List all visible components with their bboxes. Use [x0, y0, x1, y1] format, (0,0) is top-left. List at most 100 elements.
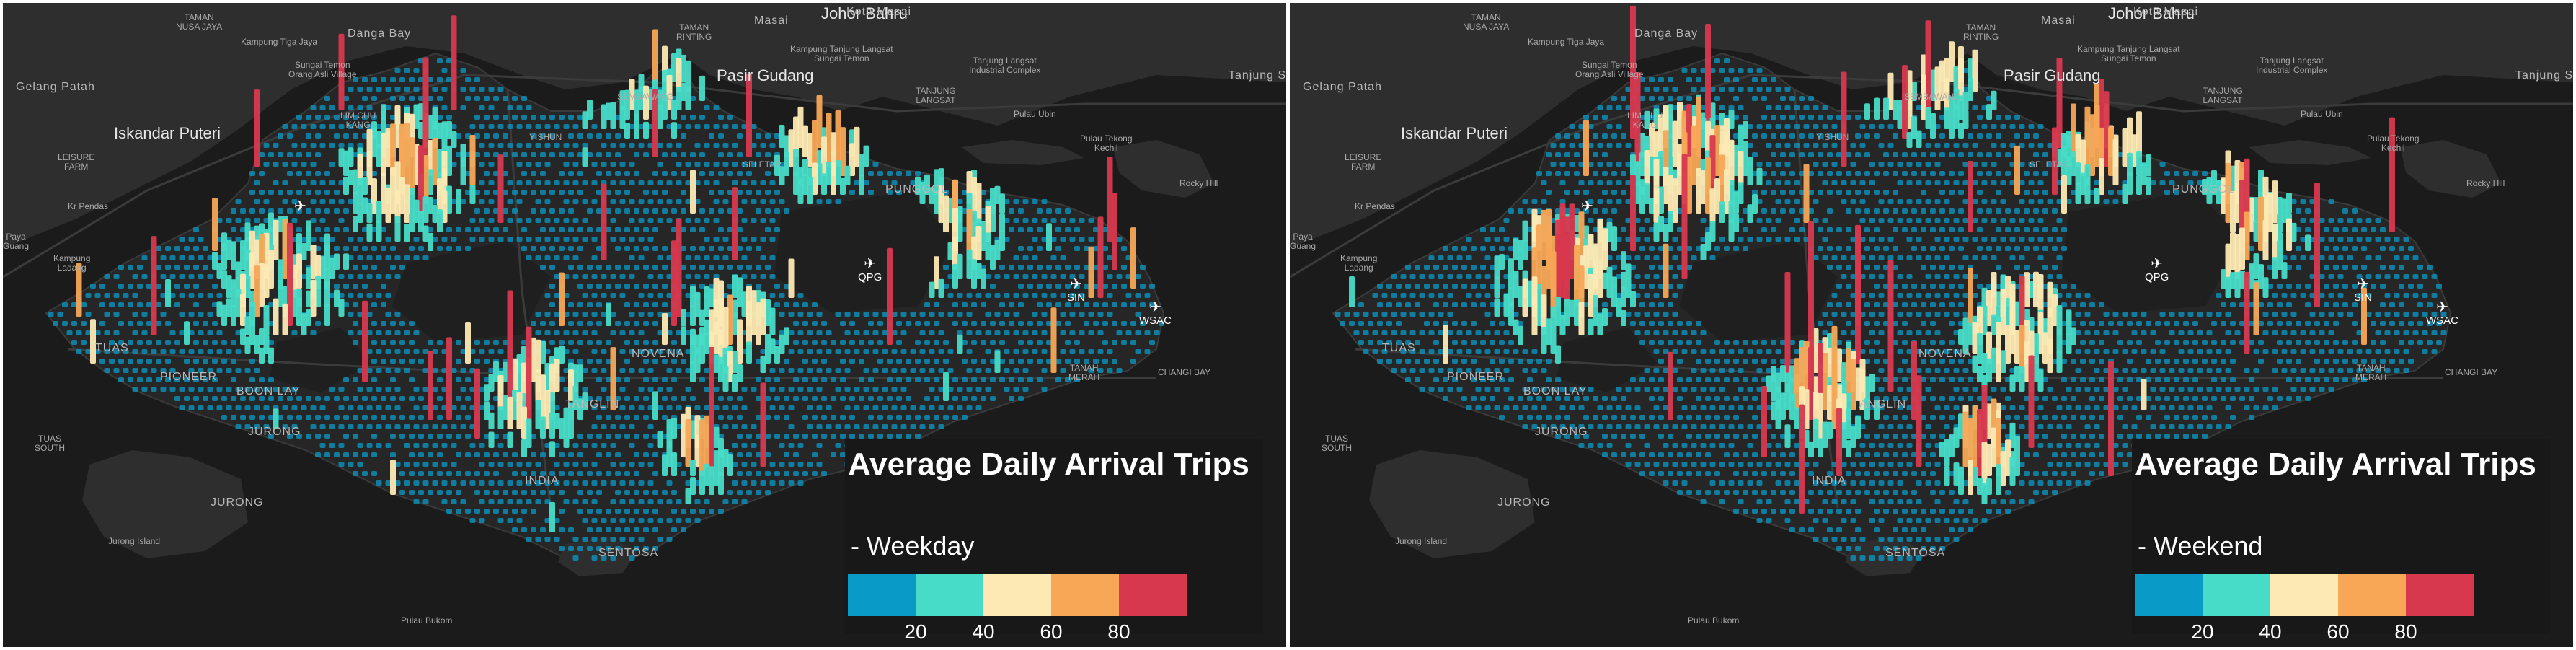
hex-column — [2052, 127, 2058, 195]
hex-column — [554, 537, 560, 542]
hex-column — [2319, 274, 2325, 279]
hex-column — [760, 382, 766, 467]
hex-column — [975, 225, 982, 260]
hex-column — [554, 143, 560, 148]
hex-column — [1625, 199, 1632, 204]
hex-column — [634, 171, 639, 176]
hex-column — [2178, 312, 2185, 317]
hex-column — [362, 96, 368, 101]
hex-column — [1859, 180, 1866, 185]
hex-column — [2333, 227, 2339, 232]
hex-column — [2047, 199, 2053, 204]
hex-column — [1836, 190, 1842, 195]
hex-column — [563, 143, 570, 148]
hex-column — [160, 274, 167, 279]
hex-column — [2033, 271, 2039, 307]
hex-column — [544, 237, 551, 242]
hex-column — [896, 171, 902, 176]
hex-column — [610, 537, 616, 542]
hex-column — [1041, 218, 1048, 223]
hex-column — [1846, 152, 1851, 157]
map-panel-weekend[interactable]: Johor Bahru Masai Kota Masai Danga Bay Pasir… — [1290, 3, 2573, 647]
hex-column — [1074, 227, 1080, 232]
hex-column — [479, 480, 485, 486]
hex-column — [765, 415, 771, 420]
hex-column — [1555, 133, 1561, 139]
hex-column — [1438, 312, 1444, 317]
hex-column — [446, 145, 452, 176]
hex-column — [624, 340, 630, 345]
hex-column — [343, 150, 349, 176]
hex-column — [615, 546, 621, 551]
hex-column — [1663, 349, 1669, 354]
hex-column — [722, 237, 729, 242]
hex-column — [694, 162, 701, 167]
hex-column — [1027, 265, 1033, 270]
hex-column — [113, 349, 120, 354]
hex-column — [1018, 377, 1024, 382]
hex-column — [1953, 274, 1960, 279]
hex-column — [212, 321, 218, 326]
hex-column — [249, 171, 255, 176]
hex-column — [1443, 302, 1448, 307]
hex-column — [324, 208, 330, 214]
hex-column — [1972, 274, 1978, 279]
hex-column — [1696, 246, 1701, 251]
hex-column — [437, 415, 443, 420]
hex-column — [216, 368, 223, 373]
hex-column — [535, 400, 541, 429]
hex-column — [924, 321, 930, 326]
hex-column — [366, 443, 373, 448]
hex-column — [2037, 237, 2044, 242]
hex-column — [1893, 265, 1898, 270]
hex-column — [1930, 246, 1936, 251]
hex-column — [934, 340, 939, 345]
hex-column — [488, 374, 495, 392]
hex-column — [1756, 237, 1763, 242]
hex-column — [999, 377, 1005, 382]
hex-column — [1041, 293, 1048, 298]
hex-column — [844, 330, 851, 335]
hex-column — [1668, 246, 1673, 251]
hex-column — [554, 237, 560, 242]
hex-column — [2136, 111, 2142, 157]
hex-column — [526, 162, 532, 167]
hex-column — [259, 152, 265, 157]
hex-column — [535, 124, 541, 129]
hex-column — [1944, 143, 1950, 148]
hex-column — [1349, 321, 1355, 326]
hex-column — [465, 171, 471, 176]
hex-column — [310, 162, 317, 167]
hex-column — [2052, 284, 2058, 289]
hex-column — [2024, 208, 2030, 214]
hex-column — [1602, 228, 1608, 270]
hex-column — [591, 124, 598, 129]
hex-column — [1471, 265, 1477, 270]
hex-column — [596, 434, 602, 439]
hex-column — [802, 471, 808, 476]
hex-column — [563, 124, 570, 129]
hex-column — [1878, 274, 1885, 279]
hex-column — [788, 349, 795, 354]
hex-column — [1784, 199, 1791, 204]
hex-column — [1050, 255, 1057, 260]
hex-column — [118, 321, 124, 326]
hex-column — [1827, 133, 1833, 139]
hex-column — [718, 434, 724, 439]
hex-column — [709, 171, 714, 176]
hex-column — [2094, 188, 2100, 204]
hex-column — [2047, 274, 2053, 279]
hex-column — [981, 359, 986, 364]
hex-column — [1634, 274, 1641, 279]
map-panel-weekday[interactable]: Johor Bahru Masai Kota Masai Danga Bay Pasir… — [3, 3, 1286, 647]
hex-column — [1977, 227, 1983, 232]
hex-column — [2258, 321, 2264, 326]
hex-column — [259, 347, 265, 364]
hex-column — [971, 340, 977, 345]
hex-column — [1893, 321, 1898, 326]
hex-column — [531, 452, 536, 457]
hex-column — [1991, 143, 1997, 148]
hex-column — [1663, 218, 1669, 223]
hex-column — [1499, 321, 1505, 326]
hex-column — [741, 480, 748, 486]
